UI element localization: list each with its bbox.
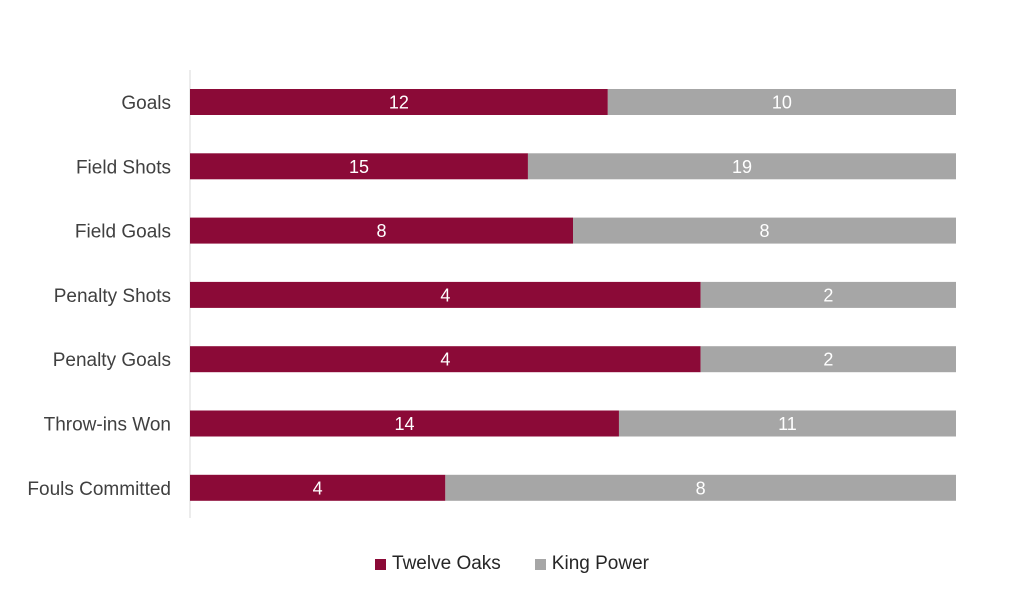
data-label-king-power-goals: 10 (772, 93, 792, 113)
bar-king-power-field-goals (573, 217, 956, 244)
data-label-twelve-oaks-goals: 12 (389, 93, 409, 113)
data-label-twelve-oaks-penalty-goals: 4 (440, 350, 450, 370)
bar-twelve-oaks-throw-ins-won (190, 410, 619, 437)
legend-swatch-twelve-oaks (375, 558, 387, 570)
legend-swatch-king-power (534, 558, 546, 570)
category-label-field-goals: Field Goals (75, 222, 171, 243)
data-label-king-power-throw-ins-won: 11 (778, 414, 797, 434)
bar-twelve-oaks-fouls-committed (190, 474, 446, 501)
category-label-throw-ins-won: Throw-ins Won (44, 415, 171, 436)
bar-king-power-penalty-goals (700, 346, 956, 373)
bar-twelve-oaks-penalty-shots (190, 281, 701, 308)
data-label-twelve-oaks-fouls-committed: 4 (313, 478, 323, 498)
data-label-king-power-field-shots: 19 (732, 157, 752, 177)
legend-item-king-power: King Power (534, 553, 649, 575)
bar-king-power-throw-ins-won (618, 410, 956, 437)
legend-item-twelve-oaks: Twelve Oaks (375, 553, 501, 575)
data-label-king-power-penalty-shots: 2 (823, 285, 833, 305)
bar-twelve-oaks-goals (190, 89, 608, 115)
category-label-penalty-shots: Penalty Shots (54, 286, 171, 307)
category-label-field-shots: Field Shots (76, 157, 171, 178)
legend-label-king-power: King Power (551, 553, 649, 574)
bar-king-power-penalty-shots (700, 281, 956, 308)
bar-king-power-field-shots (527, 153, 956, 180)
stacked-bar-chart: Goals 12 10 Field Shots 15 19 Field Goals 8 8 Pen… (27, 70, 956, 518)
category-label-fouls-committed: Fouls Committed (27, 479, 171, 500)
legend: Twelve Oaks King Power (0, 553, 1024, 575)
data-label-king-power-field-goals: 8 (759, 221, 769, 241)
bar-twelve-oaks-penalty-goals (190, 346, 701, 373)
data-label-twelve-oaks-field-shots: 15 (349, 157, 369, 177)
bar-king-power-fouls-committed (445, 474, 956, 501)
legend-label-twelve-oaks: Twelve Oaks (392, 553, 501, 574)
category-label-penalty-goals: Penalty Goals (53, 350, 171, 371)
data-label-twelve-oaks-throw-ins-won: 14 (394, 414, 414, 434)
bar-twelve-oaks-field-shots (190, 153, 528, 180)
bar-king-power-goals (607, 89, 956, 115)
data-label-king-power-fouls-committed: 8 (696, 478, 706, 498)
bars-group: Goals 12 10 Field Shots 15 19 Field Goals 8 8 Pen… (27, 89, 956, 501)
data-label-twelve-oaks-field-goals: 8 (376, 221, 386, 241)
data-label-king-power-penalty-goals: 2 (823, 350, 833, 370)
data-label-twelve-oaks-penalty-shots: 4 (440, 285, 450, 305)
bar-twelve-oaks-field-goals (190, 217, 573, 244)
category-label-goals: Goals (121, 93, 171, 114)
